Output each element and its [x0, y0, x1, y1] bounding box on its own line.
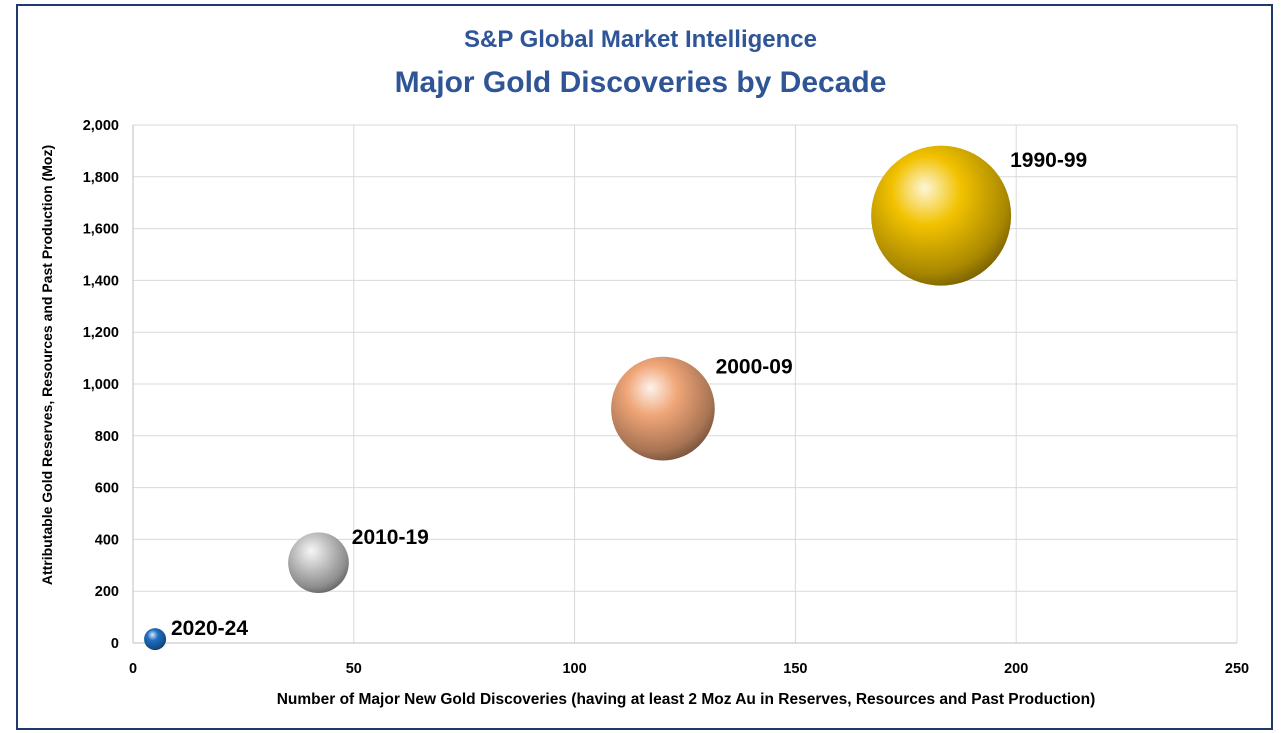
- y-tick-label: 0: [111, 636, 119, 652]
- x-tick-label: 0: [129, 661, 137, 677]
- y-tick-label: 1,000: [83, 377, 119, 393]
- y-tick-label: 800: [95, 429, 119, 445]
- y-axis-title: Attributable Gold Reserves, Resources an…: [39, 145, 55, 585]
- bubbles: 1990-99 2000-09 2010-19 2020-24: [144, 145, 1087, 651]
- x-tick-label: 100: [562, 661, 586, 677]
- bubble-label: 2010-19: [352, 526, 429, 549]
- y-tick-label: 1,800: [83, 170, 119, 186]
- x-tick-label: 200: [1004, 661, 1028, 677]
- x-tick-label: 50: [346, 661, 362, 677]
- y-tick-label: 200: [95, 584, 119, 600]
- y-tick-label: 1,600: [83, 222, 119, 238]
- y-tick-label: 2,000: [83, 118, 119, 134]
- axes: 0 200 400 600 800 1,000 1,200 1,400 1,600 1,800 2,…: [83, 118, 1249, 677]
- bubble-label: 2020-24: [171, 617, 248, 640]
- bubble-label: 2000-09: [716, 356, 793, 379]
- x-axis-title: Number of Major New Gold Discoveries (ha…: [277, 691, 1096, 708]
- bubble-label: 1990-99: [1010, 149, 1087, 172]
- bubble-2000-09: [611, 356, 715, 461]
- bubble-2020-24: [144, 628, 167, 651]
- y-tick-label: 1,200: [83, 325, 119, 341]
- y-tick-label: 600: [95, 481, 119, 497]
- y-tick-label: 400: [95, 532, 119, 548]
- y-tick-label: 1,400: [83, 273, 119, 289]
- chart-subtitle: Major Gold Discoveries by Decade: [394, 66, 887, 99]
- x-tick-label: 250: [1225, 661, 1249, 677]
- bubble-1990-99: [871, 145, 1012, 286]
- x-tick-label: 150: [783, 661, 807, 677]
- chart-title: S&P Global Market Intelligence: [464, 26, 817, 53]
- bubble-2010-19: [288, 532, 349, 594]
